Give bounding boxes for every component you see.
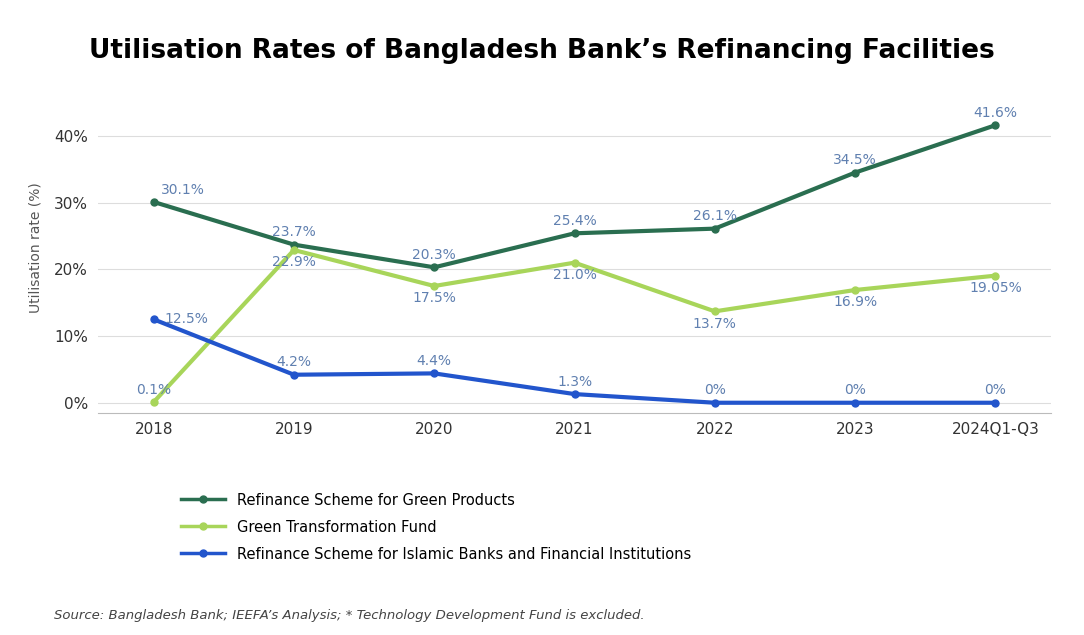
Text: 12.5%: 12.5% bbox=[165, 312, 209, 326]
Legend: Refinance Scheme for Green Products, Green Transformation Fund, Refinance Scheme: Refinance Scheme for Green Products, Gre… bbox=[181, 493, 691, 562]
Text: 0.1%: 0.1% bbox=[137, 383, 171, 397]
Text: 23.7%: 23.7% bbox=[272, 225, 315, 239]
Text: 26.1%: 26.1% bbox=[693, 210, 737, 224]
Y-axis label: Utilisation rate (%): Utilisation rate (%) bbox=[29, 182, 42, 313]
Text: 22.9%: 22.9% bbox=[272, 255, 315, 269]
Text: 13.7%: 13.7% bbox=[693, 317, 737, 331]
Text: Source: Bangladesh Bank; IEEFA’s Analysis; * Technology Development Fund is excl: Source: Bangladesh Bank; IEEFA’s Analysi… bbox=[54, 610, 645, 622]
Text: 25.4%: 25.4% bbox=[553, 214, 596, 228]
Text: 0%: 0% bbox=[704, 384, 726, 398]
Text: Utilisation Rates of Bangladesh Bank’s Refinancing Facilities: Utilisation Rates of Bangladesh Bank’s R… bbox=[89, 38, 995, 64]
Text: 19.05%: 19.05% bbox=[969, 281, 1022, 295]
Text: 4.4%: 4.4% bbox=[416, 354, 452, 368]
Text: 30.1%: 30.1% bbox=[160, 183, 205, 197]
Text: 16.9%: 16.9% bbox=[833, 295, 877, 309]
Text: 21.0%: 21.0% bbox=[553, 268, 596, 282]
Text: 1.3%: 1.3% bbox=[557, 375, 592, 389]
Text: 20.3%: 20.3% bbox=[412, 248, 456, 262]
Text: 4.2%: 4.2% bbox=[276, 356, 311, 370]
Text: 34.5%: 34.5% bbox=[834, 153, 877, 167]
Text: 0%: 0% bbox=[844, 384, 866, 398]
Text: 41.6%: 41.6% bbox=[973, 106, 1018, 120]
Text: 0%: 0% bbox=[984, 384, 1006, 398]
Text: 17.5%: 17.5% bbox=[412, 291, 456, 305]
